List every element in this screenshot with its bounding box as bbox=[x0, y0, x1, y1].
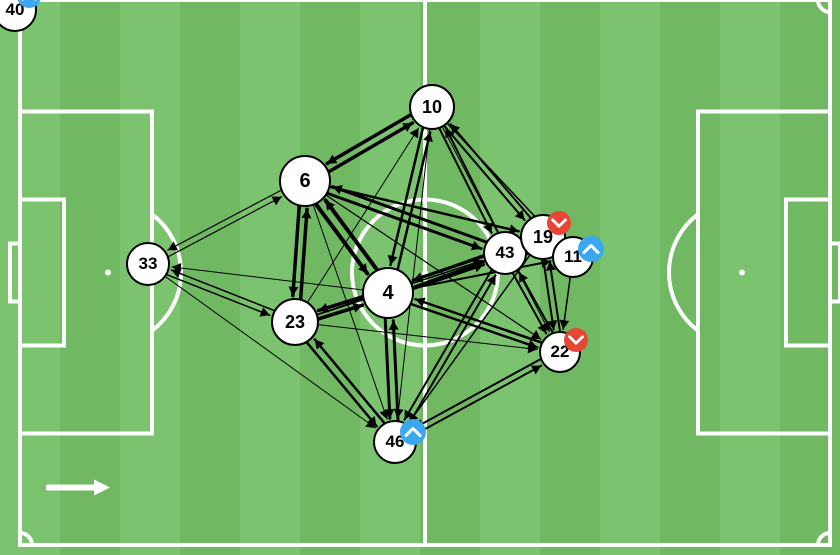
player-node-label: 4 bbox=[382, 282, 393, 305]
player-node-4: 4 bbox=[362, 267, 414, 319]
direction-arrow bbox=[46, 476, 114, 505]
player-node-10: 10 bbox=[409, 84, 455, 130]
player-node-label: 10 bbox=[422, 97, 442, 118]
player-node-33: 33 bbox=[126, 242, 170, 286]
player-node-label: 33 bbox=[139, 254, 158, 274]
chevron-down-icon bbox=[564, 328, 588, 352]
player-node-label: 43 bbox=[496, 243, 515, 263]
pass-network-diagram: 40336234104319112246 bbox=[0, 0, 840, 555]
player-node-23: 23 bbox=[271, 298, 319, 346]
chevron-up-icon bbox=[17, 0, 41, 8]
pitch-svg bbox=[0, 0, 840, 555]
player-node-6: 6 bbox=[279, 155, 331, 207]
chevron-down-icon bbox=[547, 211, 571, 235]
player-node-label: 23 bbox=[285, 312, 305, 333]
player-node-label: 6 bbox=[299, 170, 310, 193]
chevron-up-icon bbox=[578, 236, 604, 262]
chevron-up-icon bbox=[400, 419, 426, 445]
